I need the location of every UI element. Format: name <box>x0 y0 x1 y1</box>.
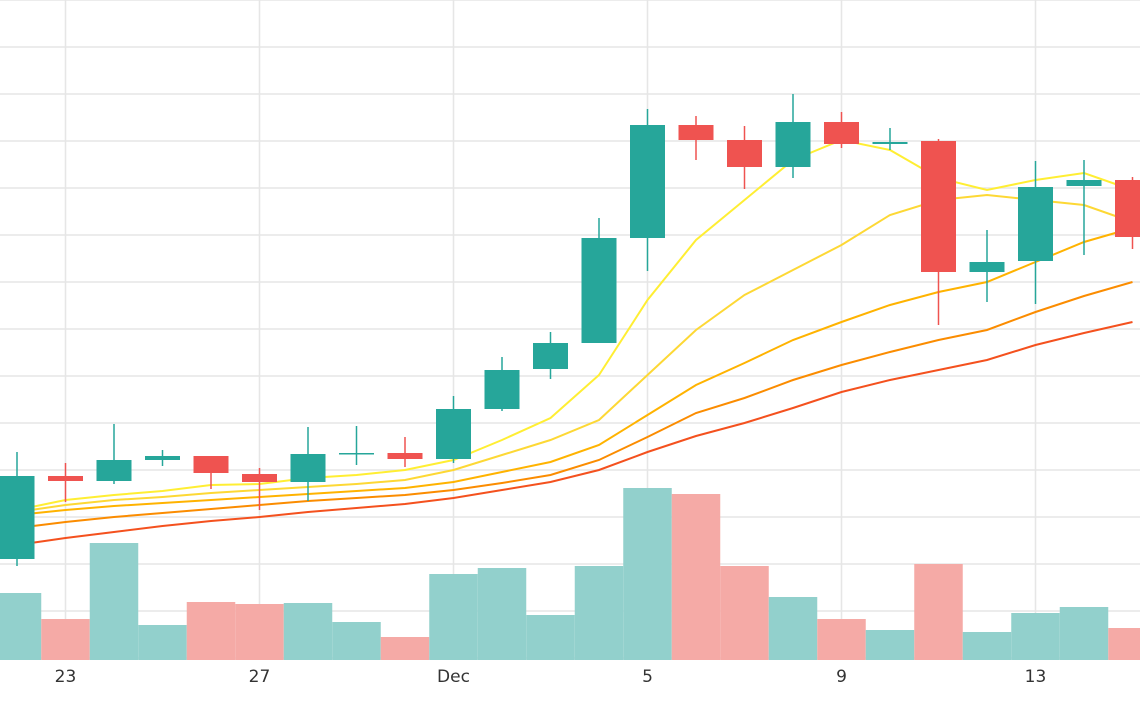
volume-bar <box>186 602 236 660</box>
candle-body <box>387 453 423 459</box>
candle-body <box>824 122 859 144</box>
x-tick-label: Dec <box>437 667 470 687</box>
volume-bar <box>1059 607 1109 660</box>
candle-body <box>436 409 471 459</box>
candle-body <box>1066 180 1102 186</box>
volume-bar <box>623 488 672 660</box>
candle-body <box>48 476 83 481</box>
volume-bar <box>817 619 866 660</box>
volume-bar <box>429 574 478 660</box>
volume-bar <box>477 568 527 660</box>
x-tick-label: 23 <box>55 667 77 687</box>
x-tick-label: 27 <box>249 667 271 687</box>
candle-body <box>242 474 277 482</box>
candle-body <box>630 125 665 238</box>
moving-average-line <box>16 281 1133 529</box>
candle-body <box>1018 187 1053 261</box>
volume-bar <box>865 630 915 660</box>
candle-body <box>678 125 714 140</box>
candle-body <box>339 453 374 455</box>
volume-bar <box>0 593 42 660</box>
candle-body <box>969 262 1005 272</box>
moving-average-line <box>16 227 1133 516</box>
candle-body <box>921 141 956 272</box>
candle-body <box>1115 180 1140 237</box>
volume-bar <box>283 603 333 660</box>
x-tick-label: 9 <box>836 667 847 687</box>
moving-average-line <box>16 193 1133 513</box>
volume-bar <box>768 597 818 660</box>
candle-body <box>96 460 132 481</box>
candle-body <box>145 456 180 460</box>
volume-bar <box>962 632 1012 660</box>
candle-body <box>484 370 520 409</box>
x-tick-label: 5 <box>642 667 653 687</box>
volume-bar <box>41 619 90 660</box>
volume-bar <box>1108 628 1140 660</box>
x-tick-label: 13 <box>1025 667 1047 687</box>
candle-body <box>775 122 811 167</box>
volume-bar <box>89 543 139 660</box>
volume-bar <box>914 564 963 660</box>
candle-body <box>290 454 326 482</box>
candle-body <box>872 142 908 144</box>
volume-bar <box>138 625 187 660</box>
candle-body <box>0 476 35 559</box>
volume-bar <box>720 566 769 660</box>
volume-bar <box>235 604 284 660</box>
volume-bar <box>574 566 624 660</box>
candle-body <box>533 343 568 369</box>
volume-bar <box>1011 613 1060 660</box>
volume-bar <box>671 494 721 660</box>
moving-average-line <box>16 321 1133 546</box>
volume-bar <box>332 622 381 660</box>
volume-bar <box>526 615 575 660</box>
candle-body <box>581 238 617 343</box>
candle-body <box>727 140 762 167</box>
volume-bar <box>380 637 430 660</box>
candle-body <box>193 456 229 473</box>
